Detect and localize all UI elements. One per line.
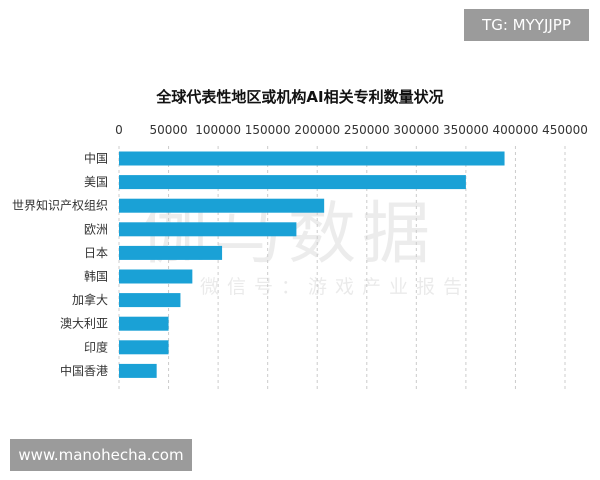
category-label: 澳大利亚 [60, 317, 108, 331]
category-label: 日本 [84, 246, 108, 260]
x-tick-label: 250000 [344, 123, 390, 137]
bar [119, 293, 181, 308]
tg-badge: TG: MYYJJPP [464, 9, 589, 41]
grid-lines [118, 146, 566, 392]
bar [119, 175, 466, 190]
category-label: 世界知识产权组织 [12, 199, 108, 213]
category-label: 韩国 [84, 269, 108, 284]
bar [119, 363, 157, 378]
watermark-subtext: 微信号：游戏产业报告 [200, 276, 471, 298]
website-badge: www.manohecha.com [10, 439, 192, 471]
bar [119, 340, 169, 355]
bars [119, 151, 505, 378]
x-axis-ticks: 0 50000 100000 150000 200000 250000 300000 3500… [115, 123, 588, 137]
x-tick-label: 400000 [493, 123, 539, 137]
bar [119, 151, 505, 166]
x-tick-label: 150000 [245, 123, 291, 137]
x-tick-label: 350000 [443, 123, 489, 137]
category-label: 印度 [84, 339, 108, 354]
category-label: 美国 [84, 175, 108, 189]
x-tick-label: 200000 [294, 123, 340, 137]
category-label: 中国 [84, 151, 108, 166]
bar [119, 316, 169, 331]
bar [119, 269, 193, 284]
category-label: 加拿大 [72, 292, 108, 307]
chart-title: 全球代表性地区或机构AI相关专利数量状况 [156, 88, 444, 106]
bar [119, 222, 297, 237]
category-label: 欧洲 [84, 222, 108, 236]
x-tick-label: 450000 [542, 123, 588, 137]
bar [119, 198, 325, 213]
x-tick-label: 300000 [393, 123, 439, 137]
category-label: 中国香港 [60, 363, 108, 378]
x-tick-label: 50000 [149, 123, 187, 137]
x-tick-label: 0 [115, 123, 123, 137]
x-tick-label: 100000 [195, 123, 241, 137]
bar [119, 245, 223, 260]
